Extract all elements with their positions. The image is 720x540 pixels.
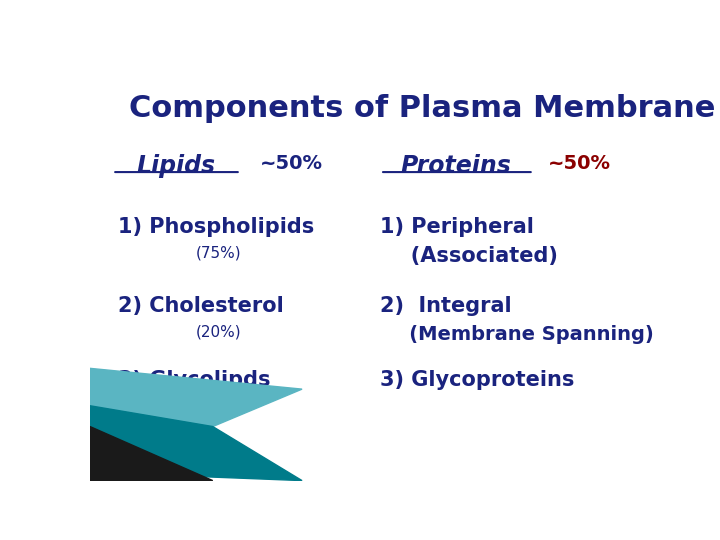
Text: 1) Phospholipids: 1) Phospholipids bbox=[118, 217, 314, 237]
Text: 2) Cholesterol: 2) Cholesterol bbox=[118, 295, 284, 315]
Text: (75%): (75%) bbox=[196, 246, 242, 261]
Text: Lipids: Lipids bbox=[137, 154, 216, 178]
Polygon shape bbox=[90, 406, 302, 481]
Text: Proteins: Proteins bbox=[400, 154, 511, 178]
Text: 2)  Integral: 2) Integral bbox=[380, 295, 512, 315]
Text: 3) Glycoproteins: 3) Glycoproteins bbox=[380, 370, 575, 390]
Text: ~50%: ~50% bbox=[260, 154, 323, 173]
Text: (20%): (20%) bbox=[196, 325, 242, 340]
Text: ~50%: ~50% bbox=[547, 154, 611, 173]
Text: (Associated): (Associated) bbox=[389, 246, 557, 266]
Text: Components of Plasma Membrane: Components of Plasma Membrane bbox=[129, 94, 716, 123]
Text: 3) Glycolipds: 3) Glycolipds bbox=[118, 370, 271, 390]
Polygon shape bbox=[90, 368, 302, 427]
Text: (5%): (5%) bbox=[196, 400, 232, 415]
Text: (Membrane Spanning): (Membrane Spanning) bbox=[389, 325, 653, 343]
Text: 1) Peripheral: 1) Peripheral bbox=[380, 217, 534, 237]
Polygon shape bbox=[90, 427, 213, 481]
